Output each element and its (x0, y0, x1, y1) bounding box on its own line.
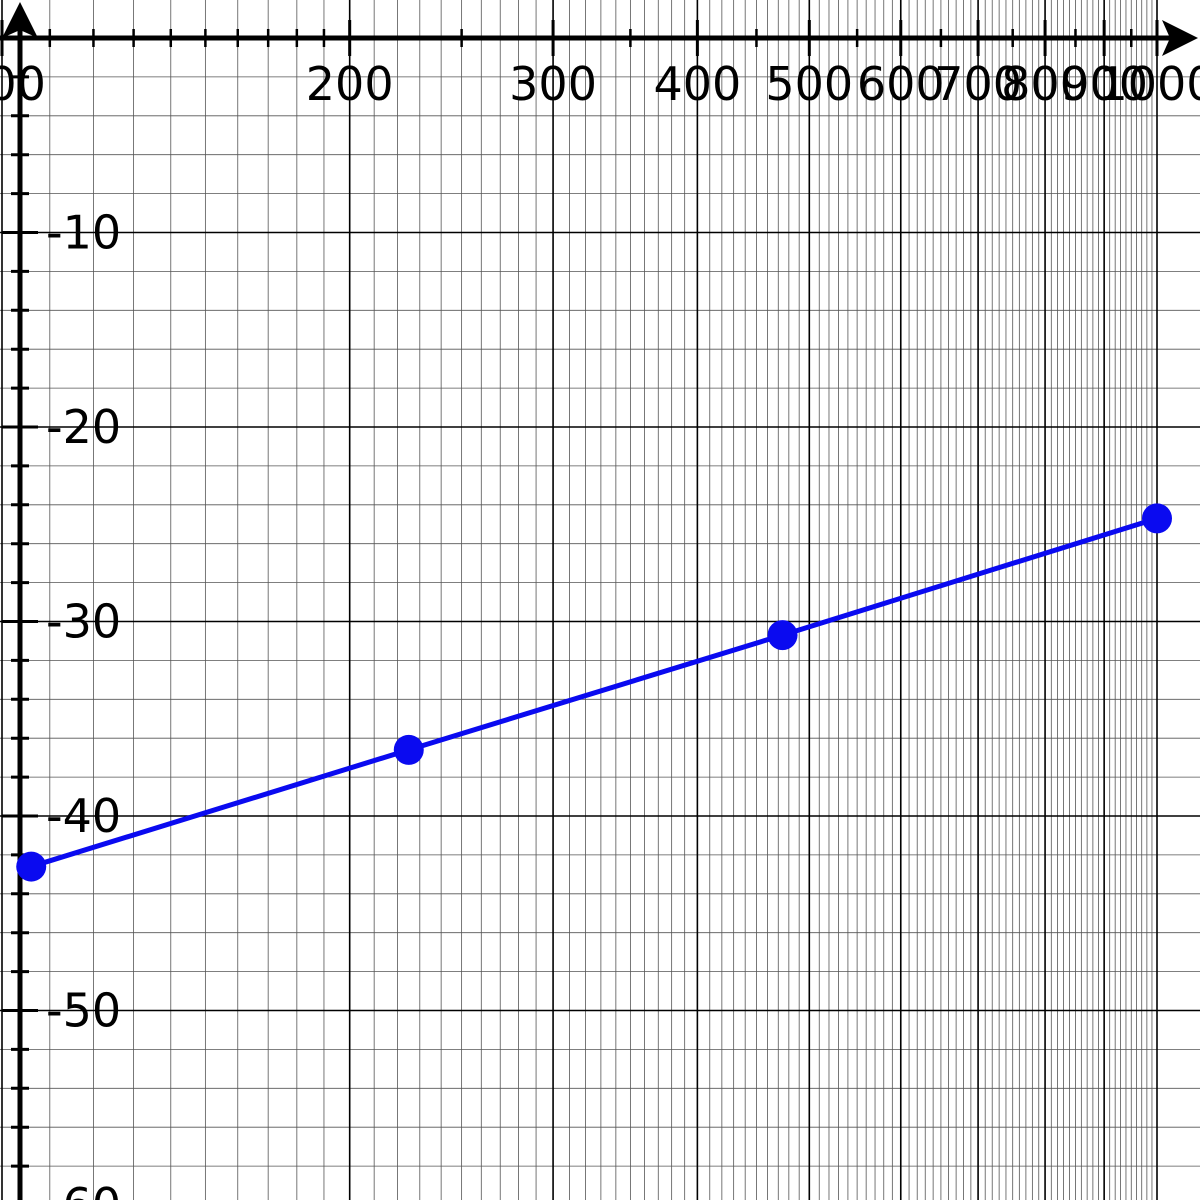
x-tick-label: 700 (934, 57, 1022, 111)
y-tick-label: -10 (46, 206, 121, 260)
series-layer (16, 503, 1172, 882)
y-tick-label: -40 (46, 789, 121, 843)
y-tick-label: -50 (46, 984, 121, 1038)
x-tick-label: 900 (1060, 57, 1148, 111)
y-tick-label: -60 (46, 1178, 121, 1200)
x-tick-label: 500 (765, 57, 853, 111)
x-tick-label: 400 (653, 57, 741, 111)
x-tick-label: 300 (509, 57, 597, 111)
x-tick-label: 100 (0, 57, 46, 111)
data-point (767, 620, 798, 651)
y-axis-arrow (2, 2, 38, 38)
series-line (28, 515, 1160, 870)
y-tick-label: -20 (46, 400, 121, 454)
x-axis-arrow (1162, 20, 1198, 56)
data-point (16, 851, 47, 882)
axis-ticks (0, 20, 1159, 1168)
x-tick-label: 800 (1001, 57, 1089, 111)
data-point (1142, 503, 1172, 534)
y-tick-label: -30 (46, 595, 121, 649)
data-point (393, 734, 424, 765)
tick-labels: 100 200 300 400 5006007008009001000 -10 -20 -30… (0, 57, 1200, 1200)
x-tick-label: 600 (857, 57, 945, 111)
x-tick-label: 1000 (1098, 57, 1200, 111)
x-tick-label: 200 (306, 57, 394, 111)
